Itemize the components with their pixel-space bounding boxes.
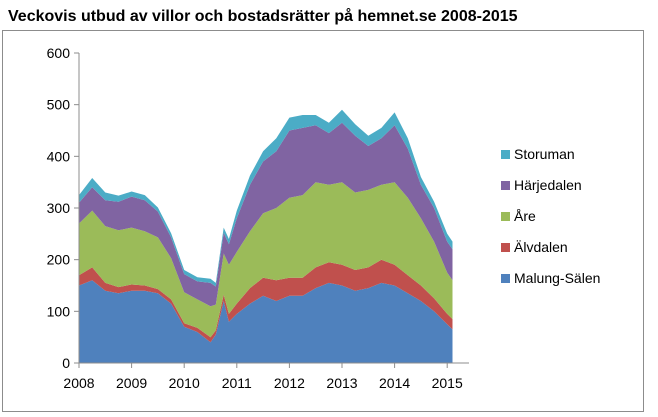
x-tick-label: 2011 [222, 375, 252, 391]
x-tick-label: 2009 [116, 375, 147, 391]
x-tick-label: 2013 [326, 375, 357, 391]
y-tick-label: 300 [47, 200, 71, 216]
legend-swatch [501, 243, 510, 252]
x-tick-label: 2015 [432, 375, 463, 391]
legend-swatch [501, 150, 510, 159]
legend-label: Malung-Sälen [514, 270, 600, 286]
y-tick-label: 600 [47, 45, 71, 61]
area-malung-sälen [79, 280, 453, 363]
area-härjedalen [79, 122, 453, 307]
legend-label: Härjedalen [514, 177, 582, 193]
legend-swatch [501, 181, 510, 190]
x-tick-label: 2014 [379, 375, 410, 391]
y-tick-label: 400 [47, 148, 71, 164]
chart-frame: 0 100 200 300 400 500 600 2008 2009 2010 2011 2012 2… [2, 30, 644, 412]
area-älvdalen [79, 259, 453, 343]
x-tick-label: 2008 [63, 375, 94, 391]
x-tick-label: 2010 [169, 375, 200, 391]
area-åre [79, 182, 453, 338]
legend-label: Storuman [514, 146, 575, 162]
legend-label: Åre [514, 208, 536, 224]
legend-swatch [501, 212, 510, 221]
y-tick-label: 500 [47, 97, 71, 113]
legend-label: Älvdalen [514, 239, 568, 255]
x-tick-label: 2012 [274, 375, 305, 391]
chart-svg: 0 100 200 300 400 500 600 2008 2009 2010 2011 2012 2… [47, 45, 601, 391]
y-tick-label: 100 [47, 303, 71, 319]
y-tick-label: 0 [62, 355, 70, 371]
legend-swatch [501, 274, 510, 283]
chart-title: Veckovis utbud av villor och bostadsrätt… [8, 8, 518, 25]
y-tick-label: 200 [47, 252, 71, 268]
